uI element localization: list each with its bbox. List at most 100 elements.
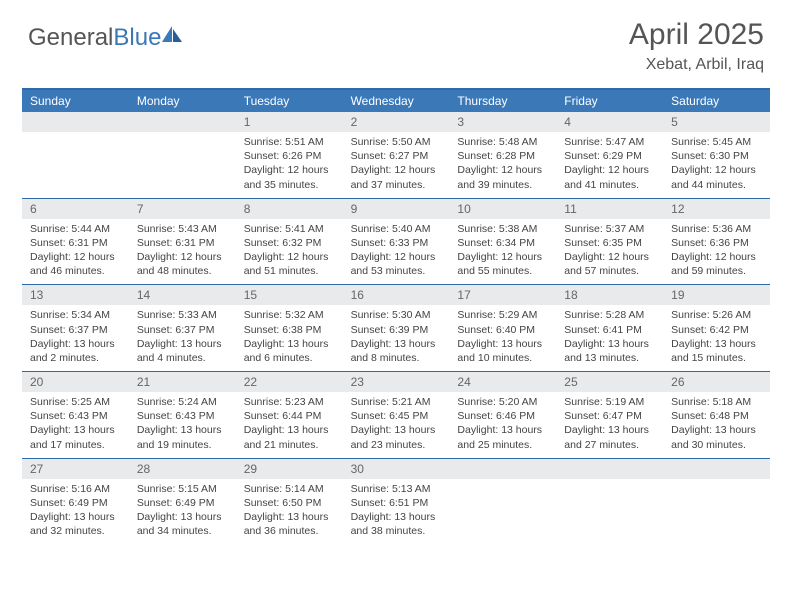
sunrise-line: Sunrise: 5:13 AM — [351, 482, 442, 496]
sunset-line: Sunset: 6:50 PM — [244, 496, 335, 510]
empty-cell — [449, 459, 556, 545]
day-cell-2: 2Sunrise: 5:50 AMSunset: 6:27 PMDaylight… — [343, 112, 450, 198]
sunrise-line: Sunrise: 5:15 AM — [137, 482, 228, 496]
sunset-line: Sunset: 6:44 PM — [244, 409, 335, 423]
day-cell-12: 12Sunrise: 5:36 AMSunset: 6:36 PMDayligh… — [663, 199, 770, 285]
day-details: Sunrise: 5:45 AMSunset: 6:30 PMDaylight:… — [663, 132, 770, 198]
day-cell-4: 4Sunrise: 5:47 AMSunset: 6:29 PMDaylight… — [556, 112, 663, 198]
day-details: Sunrise: 5:40 AMSunset: 6:33 PMDaylight:… — [343, 219, 450, 285]
day-cell-11: 11Sunrise: 5:37 AMSunset: 6:35 PMDayligh… — [556, 199, 663, 285]
sunset-line: Sunset: 6:43 PM — [30, 409, 121, 423]
day-details: Sunrise: 5:41 AMSunset: 6:32 PMDaylight:… — [236, 219, 343, 285]
sunrise-line: Sunrise: 5:16 AM — [30, 482, 121, 496]
day-cell-17: 17Sunrise: 5:29 AMSunset: 6:40 PMDayligh… — [449, 285, 556, 371]
sunset-line: Sunset: 6:37 PM — [137, 323, 228, 337]
sunrise-line: Sunrise: 5:40 AM — [351, 222, 442, 236]
day-number: 14 — [129, 285, 236, 305]
sunset-line: Sunset: 6:48 PM — [671, 409, 762, 423]
daylight-line: Daylight: 13 hours and 10 minutes. — [457, 337, 548, 365]
empty-cell — [129, 112, 236, 198]
day-cell-29: 29Sunrise: 5:14 AMSunset: 6:50 PMDayligh… — [236, 459, 343, 545]
daylight-line: Daylight: 12 hours and 57 minutes. — [564, 250, 655, 278]
day-number: 12 — [663, 199, 770, 219]
sunset-line: Sunset: 6:27 PM — [351, 149, 442, 163]
day-number: 26 — [663, 372, 770, 392]
dow-monday: Monday — [129, 90, 236, 112]
day-number — [663, 459, 770, 479]
day-cell-6: 6Sunrise: 5:44 AMSunset: 6:31 PMDaylight… — [22, 199, 129, 285]
daylight-line: Daylight: 12 hours and 41 minutes. — [564, 163, 655, 191]
day-number: 27 — [22, 459, 129, 479]
sunset-line: Sunset: 6:32 PM — [244, 236, 335, 250]
day-details: Sunrise: 5:34 AMSunset: 6:37 PMDaylight:… — [22, 305, 129, 371]
day-number: 4 — [556, 112, 663, 132]
sunrise-line: Sunrise: 5:41 AM — [244, 222, 335, 236]
day-details: Sunrise: 5:21 AMSunset: 6:45 PMDaylight:… — [343, 392, 450, 458]
sunset-line: Sunset: 6:36 PM — [671, 236, 762, 250]
empty-cell — [556, 459, 663, 545]
day-cell-20: 20Sunrise: 5:25 AMSunset: 6:43 PMDayligh… — [22, 372, 129, 458]
day-number: 10 — [449, 199, 556, 219]
day-details: Sunrise: 5:36 AMSunset: 6:36 PMDaylight:… — [663, 219, 770, 285]
day-details: Sunrise: 5:25 AMSunset: 6:43 PMDaylight:… — [22, 392, 129, 458]
daylight-line: Daylight: 13 hours and 21 minutes. — [244, 423, 335, 451]
sunset-line: Sunset: 6:29 PM — [564, 149, 655, 163]
sunset-line: Sunset: 6:41 PM — [564, 323, 655, 337]
empty-cell — [22, 112, 129, 198]
sunset-line: Sunset: 6:26 PM — [244, 149, 335, 163]
daylight-line: Daylight: 12 hours and 39 minutes. — [457, 163, 548, 191]
day-cell-21: 21Sunrise: 5:24 AMSunset: 6:43 PMDayligh… — [129, 372, 236, 458]
day-details: Sunrise: 5:18 AMSunset: 6:48 PMDaylight:… — [663, 392, 770, 458]
sunrise-line: Sunrise: 5:25 AM — [30, 395, 121, 409]
dow-friday: Friday — [556, 90, 663, 112]
sunset-line: Sunset: 6:37 PM — [30, 323, 121, 337]
sunrise-line: Sunrise: 5:19 AM — [564, 395, 655, 409]
daylight-line: Daylight: 13 hours and 25 minutes. — [457, 423, 548, 451]
day-cell-7: 7Sunrise: 5:43 AMSunset: 6:31 PMDaylight… — [129, 199, 236, 285]
daylight-line: Daylight: 13 hours and 34 minutes. — [137, 510, 228, 538]
sunset-line: Sunset: 6:45 PM — [351, 409, 442, 423]
sunrise-line: Sunrise: 5:21 AM — [351, 395, 442, 409]
brand-logo: GeneralBlue — [28, 24, 183, 52]
day-details: Sunrise: 5:28 AMSunset: 6:41 PMDaylight:… — [556, 305, 663, 371]
day-number: 11 — [556, 199, 663, 219]
brand-blue: Blue — [113, 24, 161, 51]
day-number — [556, 459, 663, 479]
day-cell-9: 9Sunrise: 5:40 AMSunset: 6:33 PMDaylight… — [343, 199, 450, 285]
header: GeneralBlue April 2025 Xebat, Arbil, Ira… — [0, 0, 792, 82]
day-cell-1: 1Sunrise: 5:51 AMSunset: 6:26 PMDaylight… — [236, 112, 343, 198]
day-cell-23: 23Sunrise: 5:21 AMSunset: 6:45 PMDayligh… — [343, 372, 450, 458]
day-number: 2 — [343, 112, 450, 132]
sunset-line: Sunset: 6:34 PM — [457, 236, 548, 250]
sunset-line: Sunset: 6:51 PM — [351, 496, 442, 510]
day-number: 25 — [556, 372, 663, 392]
week-row: 1Sunrise: 5:51 AMSunset: 6:26 PMDaylight… — [22, 112, 770, 198]
day-number: 5 — [663, 112, 770, 132]
week-row: 13Sunrise: 5:34 AMSunset: 6:37 PMDayligh… — [22, 284, 770, 371]
daylight-line: Daylight: 12 hours and 55 minutes. — [457, 250, 548, 278]
day-cell-3: 3Sunrise: 5:48 AMSunset: 6:28 PMDaylight… — [449, 112, 556, 198]
day-details: Sunrise: 5:13 AMSunset: 6:51 PMDaylight:… — [343, 479, 450, 545]
day-of-week-row: SundayMondayTuesdayWednesdayThursdayFrid… — [22, 90, 770, 112]
sunset-line: Sunset: 6:30 PM — [671, 149, 762, 163]
dow-tuesday: Tuesday — [236, 90, 343, 112]
sunset-line: Sunset: 6:38 PM — [244, 323, 335, 337]
day-details: Sunrise: 5:26 AMSunset: 6:42 PMDaylight:… — [663, 305, 770, 371]
day-cell-18: 18Sunrise: 5:28 AMSunset: 6:41 PMDayligh… — [556, 285, 663, 371]
day-number: 20 — [22, 372, 129, 392]
day-cell-8: 8Sunrise: 5:41 AMSunset: 6:32 PMDaylight… — [236, 199, 343, 285]
sunrise-line: Sunrise: 5:32 AM — [244, 308, 335, 322]
day-number: 3 — [449, 112, 556, 132]
week-row: 20Sunrise: 5:25 AMSunset: 6:43 PMDayligh… — [22, 371, 770, 458]
sunrise-line: Sunrise: 5:14 AM — [244, 482, 335, 496]
sunrise-line: Sunrise: 5:38 AM — [457, 222, 548, 236]
sunrise-line: Sunrise: 5:24 AM — [137, 395, 228, 409]
daylight-line: Daylight: 13 hours and 13 minutes. — [564, 337, 655, 365]
calendar: SundayMondayTuesdayWednesdayThursdayFrid… — [22, 88, 770, 544]
day-cell-14: 14Sunrise: 5:33 AMSunset: 6:37 PMDayligh… — [129, 285, 236, 371]
sunrise-line: Sunrise: 5:29 AM — [457, 308, 548, 322]
day-details: Sunrise: 5:47 AMSunset: 6:29 PMDaylight:… — [556, 132, 663, 198]
day-details: Sunrise: 5:51 AMSunset: 6:26 PMDaylight:… — [236, 132, 343, 198]
day-cell-25: 25Sunrise: 5:19 AMSunset: 6:47 PMDayligh… — [556, 372, 663, 458]
day-details: Sunrise: 5:29 AMSunset: 6:40 PMDaylight:… — [449, 305, 556, 371]
